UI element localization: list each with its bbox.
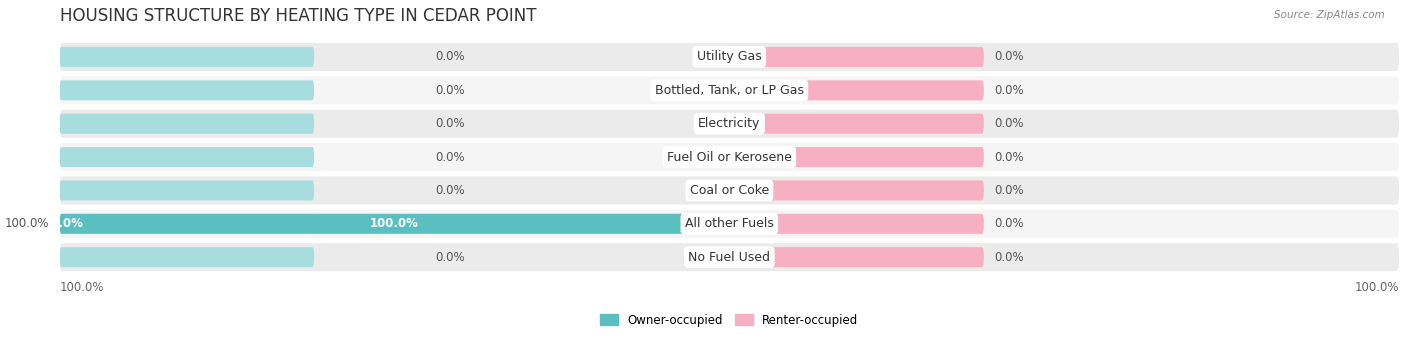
Text: 100.0%: 100.0% <box>35 217 84 230</box>
FancyBboxPatch shape <box>59 114 314 134</box>
FancyBboxPatch shape <box>730 214 984 234</box>
FancyBboxPatch shape <box>59 76 1399 104</box>
Text: 0.0%: 0.0% <box>436 50 465 63</box>
FancyBboxPatch shape <box>59 110 1399 138</box>
Text: 0.0%: 0.0% <box>994 84 1024 97</box>
Text: 0.0%: 0.0% <box>436 151 465 164</box>
Text: 0.0%: 0.0% <box>994 151 1024 164</box>
Text: 0.0%: 0.0% <box>994 117 1024 130</box>
FancyBboxPatch shape <box>730 47 984 67</box>
Text: 100.0%: 100.0% <box>6 217 49 230</box>
Text: 0.0%: 0.0% <box>994 184 1024 197</box>
FancyBboxPatch shape <box>59 143 1399 171</box>
FancyBboxPatch shape <box>730 247 984 267</box>
Text: All other Fuels: All other Fuels <box>685 217 773 230</box>
FancyBboxPatch shape <box>730 180 984 201</box>
FancyBboxPatch shape <box>730 147 984 167</box>
Text: Electricity: Electricity <box>699 117 761 130</box>
Text: Fuel Oil or Kerosene: Fuel Oil or Kerosene <box>666 151 792 164</box>
Text: 0.0%: 0.0% <box>436 84 465 97</box>
Text: Utility Gas: Utility Gas <box>697 50 762 63</box>
Text: 0.0%: 0.0% <box>994 50 1024 63</box>
Text: HOUSING STRUCTURE BY HEATING TYPE IN CEDAR POINT: HOUSING STRUCTURE BY HEATING TYPE IN CED… <box>59 7 536 25</box>
Text: 0.0%: 0.0% <box>994 251 1024 264</box>
FancyBboxPatch shape <box>730 80 984 100</box>
Text: 100.0%: 100.0% <box>59 281 104 294</box>
FancyBboxPatch shape <box>59 147 314 167</box>
FancyBboxPatch shape <box>59 243 1399 271</box>
Text: Bottled, Tank, or LP Gas: Bottled, Tank, or LP Gas <box>655 84 804 97</box>
Legend: Owner-occupied, Renter-occupied: Owner-occupied, Renter-occupied <box>596 309 863 331</box>
FancyBboxPatch shape <box>59 247 314 267</box>
Text: 0.0%: 0.0% <box>994 217 1024 230</box>
Text: 0.0%: 0.0% <box>436 251 465 264</box>
FancyBboxPatch shape <box>59 180 314 201</box>
FancyBboxPatch shape <box>59 80 314 100</box>
FancyBboxPatch shape <box>730 114 984 134</box>
FancyBboxPatch shape <box>59 176 1399 205</box>
Text: 100.0%: 100.0% <box>1354 281 1399 294</box>
Text: 0.0%: 0.0% <box>436 117 465 130</box>
Text: Coal or Coke: Coal or Coke <box>690 184 769 197</box>
Text: 100.0%: 100.0% <box>370 217 419 230</box>
FancyBboxPatch shape <box>59 210 1399 238</box>
FancyBboxPatch shape <box>59 47 314 67</box>
Text: 0.0%: 0.0% <box>436 184 465 197</box>
FancyBboxPatch shape <box>59 214 730 234</box>
Text: Source: ZipAtlas.com: Source: ZipAtlas.com <box>1274 10 1385 20</box>
Text: No Fuel Used: No Fuel Used <box>689 251 770 264</box>
FancyBboxPatch shape <box>59 43 1399 71</box>
